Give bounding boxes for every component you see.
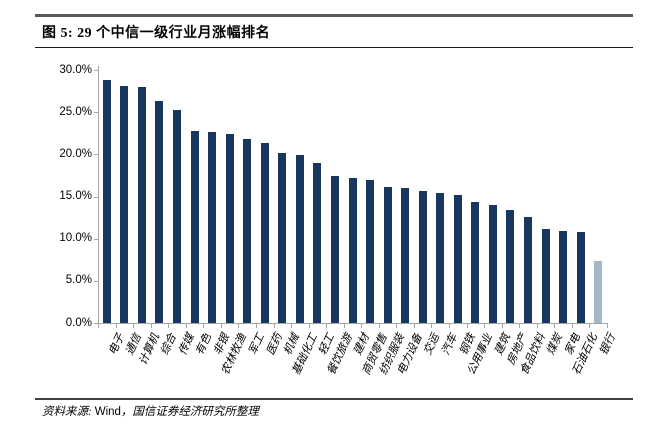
bar bbox=[348, 177, 357, 323]
bar bbox=[155, 101, 164, 323]
y-axis-tick bbox=[94, 154, 98, 156]
source-vendor: Wind bbox=[94, 406, 121, 418]
bar bbox=[366, 180, 375, 323]
y-axis-line bbox=[98, 66, 99, 324]
bar bbox=[506, 209, 515, 323]
x-axis-tick bbox=[501, 324, 503, 328]
source-note: 资料来源: Wind，国信证券经济研究所整理 bbox=[42, 403, 259, 419]
x-axis-tick bbox=[536, 324, 538, 328]
bar bbox=[436, 193, 445, 323]
x-axis-tick bbox=[291, 324, 293, 328]
x-axis-tick bbox=[203, 324, 205, 328]
y-axis-tick bbox=[94, 70, 98, 71]
source-suffix: ，国信证券经济研究所整理 bbox=[120, 406, 259, 418]
bar bbox=[594, 260, 603, 323]
x-axis-tick bbox=[361, 324, 363, 328]
x-axis-tick bbox=[238, 324, 240, 328]
x-axis-tick bbox=[185, 324, 187, 328]
x-axis-tick bbox=[396, 324, 398, 328]
y-axis-tick bbox=[94, 280, 98, 282]
y-axis-tick bbox=[94, 323, 98, 324]
y-axis-tick-label: 0.0% bbox=[65, 316, 92, 329]
bar bbox=[278, 152, 287, 323]
bar bbox=[330, 176, 339, 323]
x-axis-tick bbox=[607, 324, 608, 328]
bar bbox=[541, 228, 550, 323]
x-axis-tick bbox=[519, 324, 521, 328]
bar bbox=[102, 80, 111, 323]
x-axis-tick bbox=[378, 324, 380, 328]
x-axis-tick bbox=[308, 324, 310, 328]
figure-title: 图 5: 29 个中信一级行业月涨幅排名 bbox=[42, 26, 271, 41]
bar bbox=[295, 155, 304, 323]
bar bbox=[120, 86, 129, 323]
x-axis-tick bbox=[343, 324, 345, 328]
x-axis-tick bbox=[98, 324, 99, 328]
y-axis-tick-label: 10.0% bbox=[59, 232, 92, 245]
x-axis-line bbox=[98, 323, 608, 324]
y-axis-tick-label: 15.0% bbox=[59, 190, 92, 202]
x-axis-tick bbox=[220, 324, 222, 328]
bar bbox=[190, 130, 199, 323]
bar bbox=[524, 216, 533, 323]
bar bbox=[137, 86, 146, 323]
bar bbox=[418, 191, 427, 323]
x-axis-tick bbox=[589, 324, 591, 328]
bar bbox=[453, 194, 462, 323]
bar bbox=[488, 204, 497, 323]
bar bbox=[172, 109, 181, 323]
x-axis-tick bbox=[133, 324, 135, 328]
top-rule bbox=[35, 14, 633, 17]
bar bbox=[576, 231, 585, 323]
y-axis-tick-label: 25.0% bbox=[59, 105, 92, 118]
x-axis-tick bbox=[466, 324, 468, 328]
bar bbox=[260, 142, 269, 323]
bar bbox=[383, 187, 392, 323]
y-axis-tick bbox=[94, 196, 98, 198]
bar bbox=[313, 162, 322, 323]
footer-rule bbox=[35, 398, 633, 400]
x-axis-tick bbox=[326, 324, 328, 328]
x-axis-tick bbox=[168, 324, 170, 328]
x-axis-tick bbox=[484, 324, 486, 328]
x-axis-tick bbox=[554, 324, 556, 328]
x-axis-tick bbox=[150, 324, 152, 328]
title-divider-rule bbox=[35, 47, 633, 48]
y-axis-tick-label: 5.0% bbox=[65, 274, 92, 287]
y-axis-tick-label: 30.0% bbox=[59, 63, 92, 76]
x-axis-tick bbox=[431, 324, 433, 328]
bar bbox=[559, 231, 568, 323]
y-axis-tick-label: 20.0% bbox=[59, 147, 92, 160]
y-axis-tick bbox=[94, 112, 98, 114]
bar bbox=[208, 131, 217, 323]
x-axis-tick bbox=[449, 324, 451, 328]
bar bbox=[471, 202, 480, 323]
bar bbox=[401, 188, 410, 323]
x-axis-tick bbox=[255, 324, 257, 328]
y-axis-tick bbox=[94, 238, 98, 240]
source-prefix: 资料来源: bbox=[42, 406, 95, 418]
bar bbox=[225, 134, 234, 323]
bar bbox=[243, 139, 252, 323]
x-axis-tick bbox=[273, 324, 275, 328]
x-axis-tick bbox=[571, 324, 573, 328]
x-axis-tick bbox=[413, 324, 415, 328]
x-axis-tick bbox=[115, 324, 117, 328]
